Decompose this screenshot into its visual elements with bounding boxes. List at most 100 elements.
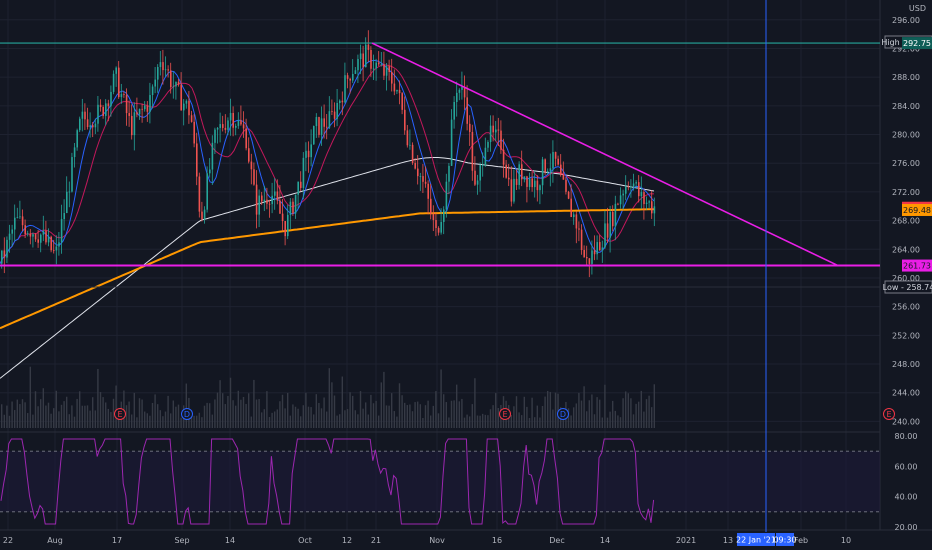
candle-body[interactable]: [578, 228, 580, 230]
candle-body[interactable]: [331, 111, 333, 113]
candle-body[interactable]: [29, 233, 32, 237]
candle-body[interactable]: [367, 44, 370, 50]
candle-body[interactable]: [294, 194, 297, 214]
candle-body[interactable]: [549, 168, 552, 172]
candle-body[interactable]: [302, 157, 305, 188]
candle-body[interactable]: [206, 173, 208, 210]
candle-body[interactable]: [235, 125, 237, 128]
candle-body[interactable]: [138, 108, 141, 115]
candle-body[interactable]: [614, 203, 617, 227]
candle-body[interactable]: [339, 100, 341, 103]
candle-body[interactable]: [354, 70, 357, 74]
candle-body[interactable]: [276, 191, 279, 201]
candle-body[interactable]: [45, 230, 47, 243]
candle-body[interactable]: [19, 216, 21, 218]
candle-body[interactable]: [648, 201, 650, 203]
candle-body[interactable]: [203, 209, 206, 220]
candle-body[interactable]: [375, 62, 377, 69]
candle-body[interactable]: [271, 195, 273, 205]
candle-body[interactable]: [92, 125, 94, 128]
candle-body[interactable]: [463, 86, 466, 98]
dividend-marker[interactable]: [181, 408, 193, 420]
candle-body[interactable]: [261, 195, 263, 202]
candle-body[interactable]: [393, 83, 396, 92]
candle-body[interactable]: [583, 249, 585, 257]
candle-body[interactable]: [284, 221, 286, 237]
candle-body[interactable]: [219, 124, 221, 128]
candle-body[interactable]: [263, 199, 266, 202]
candle-body[interactable]: [50, 236, 52, 251]
candle-body[interactable]: [518, 164, 520, 185]
candle-body[interactable]: [63, 213, 65, 220]
candle-body[interactable]: [240, 120, 242, 125]
candle-body[interactable]: [66, 191, 68, 214]
candle-body[interactable]: [27, 233, 29, 235]
candle-body[interactable]: [40, 234, 42, 243]
candle-body[interactable]: [328, 111, 331, 128]
candle-body[interactable]: [380, 64, 383, 66]
rsi-pane[interactable]: [0, 438, 880, 525]
candle-body[interactable]: [443, 209, 445, 222]
candle-body[interactable]: [528, 178, 531, 187]
candle-body[interactable]: [86, 119, 89, 128]
candle-body[interactable]: [37, 239, 39, 243]
candle-body[interactable]: [222, 124, 224, 128]
candle-body[interactable]: [643, 192, 645, 205]
candle-body[interactable]: [11, 229, 13, 234]
candle-body[interactable]: [440, 221, 442, 233]
candle-body[interactable]: [508, 177, 510, 180]
candle-body[interactable]: [575, 214, 578, 229]
candle-body[interactable]: [84, 111, 86, 120]
candle-body[interactable]: [422, 176, 424, 182]
candle-body[interactable]: [125, 94, 128, 114]
candle-body[interactable]: [336, 102, 338, 119]
candle-body[interactable]: [151, 86, 154, 96]
candle-body[interactable]: [445, 181, 448, 210]
candle-body[interactable]: [107, 103, 110, 107]
candle-body[interactable]: [185, 100, 188, 104]
candle-body[interactable]: [359, 53, 362, 59]
candle-body[interactable]: [458, 89, 461, 93]
candle-body[interactable]: [349, 78, 351, 81]
candle-body[interactable]: [6, 239, 8, 258]
candle-body[interactable]: [201, 211, 203, 220]
candle-body[interactable]: [216, 127, 219, 130]
candle-body[interactable]: [588, 258, 591, 264]
candle-body[interactable]: [526, 176, 528, 187]
candle-body[interactable]: [502, 149, 505, 165]
candle-body[interactable]: [209, 169, 211, 174]
candle-body[interactable]: [547, 171, 549, 173]
candle-body[interactable]: [237, 120, 240, 126]
candle-body[interactable]: [601, 247, 604, 251]
candle-body[interactable]: [76, 130, 78, 148]
candle-body[interactable]: [469, 123, 471, 132]
candle-body[interactable]: [141, 108, 143, 110]
candle-body[interactable]: [313, 126, 315, 145]
candle-body[interactable]: [466, 97, 468, 124]
candle-body[interactable]: [123, 94, 125, 95]
candle-body[interactable]: [180, 84, 182, 111]
candle-body[interactable]: [133, 112, 136, 136]
candle-body[interactable]: [539, 185, 541, 191]
candle-body[interactable]: [362, 53, 364, 68]
candle-body[interactable]: [640, 192, 643, 197]
candle-body[interactable]: [565, 179, 567, 192]
candle-body[interactable]: [47, 236, 50, 243]
candle-body[interactable]: [136, 112, 138, 115]
candle-body[interactable]: [118, 67, 120, 98]
candle-body[interactable]: [531, 178, 533, 188]
candle-body[interactable]: [120, 94, 123, 98]
candle-body[interactable]: [164, 69, 167, 71]
candle-body[interactable]: [146, 105, 149, 112]
candle-body[interactable]: [453, 101, 455, 120]
candle-body[interactable]: [32, 234, 34, 237]
candle-body[interactable]: [258, 195, 260, 215]
candle-body[interactable]: [60, 219, 63, 243]
candle-body[interactable]: [42, 230, 45, 235]
candle-body[interactable]: [175, 81, 177, 87]
candle-body[interactable]: [198, 176, 201, 212]
candle-body[interactable]: [409, 144, 411, 146]
candle-body[interactable]: [81, 111, 84, 119]
candle-body[interactable]: [318, 117, 320, 135]
candle-body[interactable]: [281, 213, 284, 222]
